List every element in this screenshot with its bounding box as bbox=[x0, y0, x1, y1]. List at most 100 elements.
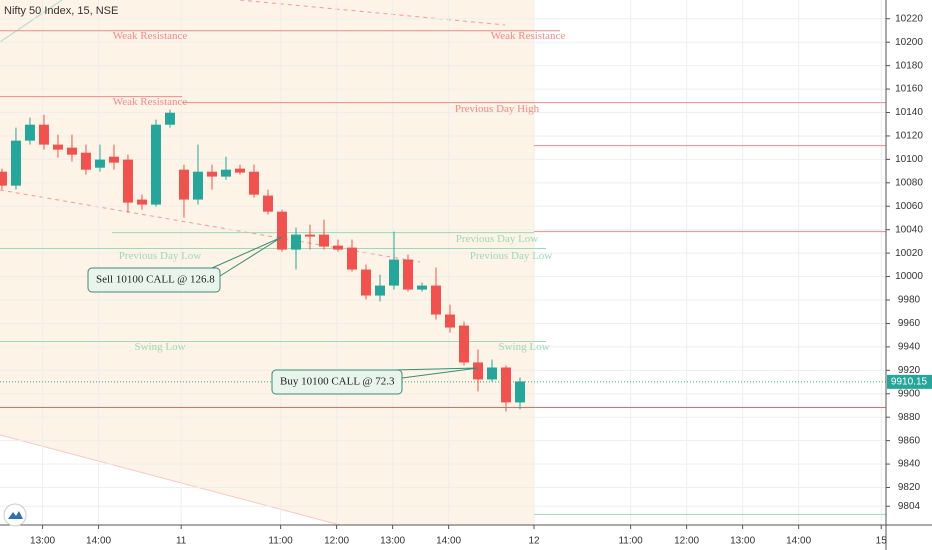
x-tick-label: 14:00 bbox=[786, 536, 811, 547]
candles bbox=[0, 109, 526, 412]
candle-body bbox=[430, 285, 441, 315]
candle-body bbox=[234, 168, 245, 173]
x-tick-label: 15 bbox=[876, 536, 888, 547]
y-tick-label: 9960 bbox=[898, 318, 921, 329]
y-tick-label: 9940 bbox=[898, 342, 921, 353]
y-tick-label: 9804 bbox=[898, 501, 921, 512]
y-tick-label: 10000 bbox=[895, 271, 923, 282]
level-label: Previous Day Low bbox=[456, 233, 539, 245]
shaded-zone bbox=[0, 0, 534, 525]
level-label: Weak Resistance bbox=[113, 30, 188, 42]
level-label: Weak Resistance bbox=[113, 96, 188, 108]
candle-body bbox=[10, 140, 21, 186]
x-tick-label: 11 bbox=[176, 536, 187, 547]
candle-body bbox=[402, 259, 413, 290]
candle-body bbox=[318, 234, 329, 247]
candle-body bbox=[94, 159, 105, 168]
candle-body bbox=[108, 156, 119, 163]
candle-body bbox=[192, 171, 203, 200]
candle-body bbox=[24, 124, 35, 141]
callout-box bbox=[87, 267, 221, 293]
y-tick-label: 9860 bbox=[898, 435, 921, 446]
candle-body bbox=[360, 269, 371, 296]
level-label: Swing Low bbox=[134, 341, 185, 353]
candle-body bbox=[332, 245, 343, 250]
candle-body bbox=[276, 211, 287, 250]
price-tag-label: 9910.15 bbox=[891, 376, 928, 387]
level-label: Previous Day Low bbox=[470, 250, 553, 262]
candle-body bbox=[52, 144, 63, 150]
price-tag bbox=[887, 374, 932, 389]
candle-body bbox=[473, 362, 484, 380]
candle-body bbox=[459, 325, 470, 363]
y-tick-label: 10020 bbox=[895, 248, 923, 259]
y-tick-label: 10220 bbox=[895, 13, 923, 24]
x-tick-label: 13:00 bbox=[380, 536, 405, 547]
logo bbox=[3, 503, 27, 527]
level-label: Previous Day High bbox=[455, 103, 540, 115]
candle-body bbox=[0, 171, 7, 186]
y-tick-label: 9880 bbox=[898, 412, 921, 423]
x-tick-label: 11:00 bbox=[268, 536, 293, 547]
candle-body bbox=[164, 112, 175, 125]
x-tick-label: 12:00 bbox=[674, 536, 699, 547]
callout-pointer bbox=[211, 236, 283, 277]
candle-body bbox=[416, 285, 427, 290]
candle-body bbox=[178, 169, 189, 200]
y-tick-label: 10060 bbox=[895, 201, 923, 212]
callout-text: Sell 10100 CALL @ 126.8 bbox=[96, 274, 215, 286]
candle-body bbox=[122, 159, 133, 203]
y-tick-label: 10100 bbox=[895, 154, 923, 165]
level-label: Previous Day Low bbox=[119, 250, 202, 262]
x-tick-label: 14:00 bbox=[436, 536, 461, 547]
candle-body bbox=[501, 367, 512, 403]
axes: 10220 10200 10180 10160 10140 10120 10100 10080… bbox=[30, 13, 932, 547]
levels: Weak Resistance Weak Resistance Weak Resis… bbox=[0, 30, 886, 515]
x-tick-label: 12:00 bbox=[324, 536, 349, 547]
x-tick-label: 13:00 bbox=[730, 536, 755, 547]
y-tick-label: 10180 bbox=[895, 60, 923, 71]
channel-line bbox=[0, 434, 341, 526]
candle-body bbox=[38, 124, 49, 145]
x-tick-label: 12 bbox=[528, 536, 540, 547]
y-tick-label: 9920 bbox=[898, 365, 921, 376]
candle-body bbox=[304, 234, 315, 237]
trend-line bbox=[0, 0, 63, 43]
candle-body bbox=[66, 147, 77, 155]
grid bbox=[0, 0, 886, 525]
candle-body bbox=[346, 247, 357, 270]
y-tick-label: 10200 bbox=[895, 37, 923, 48]
level-label: Weak Resistance bbox=[491, 30, 566, 42]
callout-text: Buy 10100 CALL @ 72.3 bbox=[280, 376, 395, 388]
x-tick-label: 11:00 bbox=[618, 536, 643, 547]
y-tick-label: 9840 bbox=[898, 459, 921, 470]
annotations: Sell 10100 CALL @ 126.8 Buy 10100 CALL @ … bbox=[87, 236, 479, 395]
candle-body bbox=[262, 195, 273, 212]
candle-body bbox=[290, 234, 301, 250]
candle-body bbox=[248, 171, 259, 195]
candle-body bbox=[445, 314, 456, 328]
candle-body bbox=[150, 124, 161, 205]
y-tick-label: 10040 bbox=[895, 224, 923, 235]
callout-box bbox=[271, 369, 403, 395]
candle-body bbox=[388, 259, 399, 286]
callout-pointer bbox=[393, 367, 479, 379]
y-tick-label: 10160 bbox=[895, 84, 923, 95]
y-tick-label: 10120 bbox=[895, 131, 923, 142]
candle-body bbox=[220, 169, 231, 177]
candle-body bbox=[136, 199, 147, 205]
candle-body bbox=[515, 381, 526, 403]
y-tick-label: 9900 bbox=[898, 388, 921, 399]
x-tick-label: 14:00 bbox=[86, 536, 111, 547]
chart-title: Nifty 50 Index, 15, NSE bbox=[4, 5, 118, 17]
candle-body bbox=[487, 367, 498, 380]
level-label: Swing Low bbox=[498, 341, 549, 353]
x-tick-label: 13:00 bbox=[30, 536, 55, 547]
y-tick-label: 9980 bbox=[898, 295, 921, 306]
candle-body bbox=[80, 152, 91, 170]
y-tick-label: 10080 bbox=[895, 177, 923, 188]
candle-body bbox=[206, 171, 217, 177]
candle-body bbox=[374, 285, 385, 296]
y-tick-label: 9820 bbox=[898, 482, 921, 493]
